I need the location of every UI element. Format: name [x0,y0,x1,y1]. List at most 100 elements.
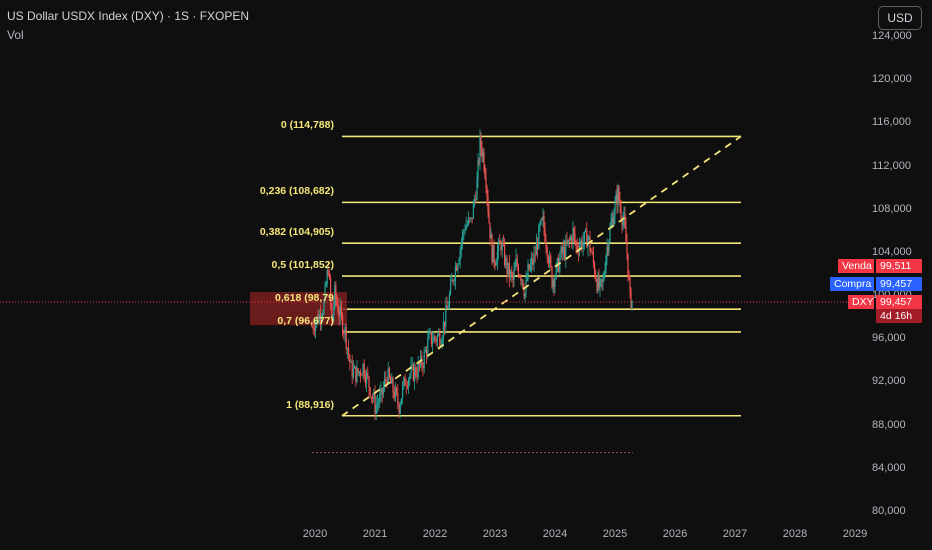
candle-body [522,279,524,289]
x-tick-label: 2028 [782,528,808,540]
candle-body [571,237,573,243]
currency-button[interactable]: USD [878,6,922,30]
candle-body [337,304,339,313]
candle-body [552,280,554,288]
candle-body [626,242,628,254]
candle-body [562,246,564,254]
candle-body [433,336,435,342]
candle-body [318,313,320,323]
candle-body [412,364,414,381]
candle-body [385,379,387,381]
candle-body [596,280,598,292]
candle-body [588,236,590,238]
candle-body [625,226,627,243]
candle-body [315,322,317,332]
candle-body [616,194,618,206]
candle-body [354,366,356,369]
candle-body [451,279,453,282]
candle-body [369,387,371,398]
candle-body [336,298,338,305]
candle-body [387,368,389,384]
candle-body [351,361,353,378]
fib-level-label: 1 (88,916) [286,398,334,411]
candle-body [372,397,374,399]
candle-body [630,289,632,308]
candle-body [324,285,326,302]
candle-body [573,228,575,234]
candle-body [506,258,508,274]
candle-body [370,397,372,398]
candle-body [598,275,600,288]
candle-body [485,177,487,187]
candle-body [478,160,480,163]
candle-body [432,341,434,344]
candle-body [538,225,540,250]
candle-body [391,378,393,384]
candle-body [312,326,314,330]
trendline [341,135,742,417]
candle-body [524,293,526,297]
candle-body [469,218,471,219]
candle-body [330,277,332,303]
fib-level-label: 0,7 (96,677) [277,314,334,327]
candle-body [322,313,324,318]
candle-body [360,371,362,375]
candle-body [591,252,593,253]
candle-body [428,332,430,339]
fib-level-label: 0,236 (108,682) [259,185,334,198]
candle-body [327,270,329,275]
candle-body [447,307,449,309]
candle-body [334,285,336,306]
candle-body [491,234,493,263]
candle-body [512,274,514,280]
candle-body [614,200,616,216]
candle-body [537,243,539,250]
candle-body [586,229,588,248]
candle-body [430,331,432,344]
candle-body [464,229,466,232]
candle-body [589,236,591,251]
x-tick-label: 2023 [482,528,508,540]
candle-body [382,387,384,395]
candle-body [459,248,461,261]
candle-body [587,237,589,248]
candle-body [621,218,623,225]
candle-body [526,279,528,281]
candle-body [446,305,448,309]
candle-body [597,275,599,292]
candle-body [415,367,417,376]
candle-body [417,362,419,378]
candle-body [390,377,392,384]
candle-body [349,355,351,363]
candle-body [532,258,534,265]
candle-body [448,294,450,308]
candle-body [339,307,341,317]
candle-body [331,302,333,322]
candle-body [477,160,479,179]
candle-body [541,218,543,220]
candle-body [440,344,442,346]
candle-body [564,246,566,259]
x-tick-label: 2022 [422,528,448,540]
candle-body [604,270,606,276]
candle-body [348,347,350,356]
candle-body [546,247,548,258]
fib-level-label: 0,5 (101,852) [271,259,334,272]
volume-label: Vol [7,28,24,42]
candle-body [392,378,394,393]
candle-body [516,258,518,267]
candle-body [489,222,491,239]
candle-body [481,148,483,157]
candle-body [486,186,488,197]
candle-body [601,279,603,282]
candle-body [450,281,452,295]
chart-title: US Dollar USDX Index (DXY) · 1S · FXOPEN [7,9,250,23]
candle-body [560,246,562,258]
candle-body [468,218,470,225]
candle-body [350,361,352,363]
candle-body [343,333,345,334]
x-tick-label: 2024 [542,528,568,540]
candle-body [592,252,594,264]
candle-body [519,275,521,277]
